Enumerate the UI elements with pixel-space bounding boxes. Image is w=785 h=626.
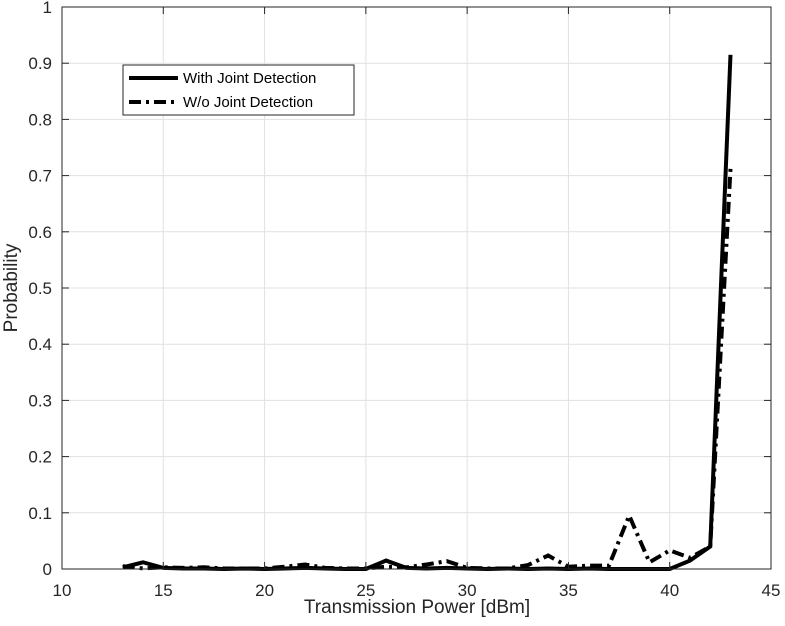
y-tick-label: 0.1 <box>28 504 52 523</box>
y-tick-label: 0.7 <box>28 167 52 186</box>
y-tick-label: 0.2 <box>28 448 52 467</box>
y-tick-label: 0.5 <box>28 279 52 298</box>
x-tick-label: 40 <box>660 581 679 600</box>
y-tick-labels: 0 0.1 0.2 0.3 0.4 0.5 0.6 0.7 0.8 0.9 1 <box>28 0 52 579</box>
series-without-joint-detection-line <box>122 168 733 571</box>
axis-ticks <box>61 6 772 570</box>
y-tick-label: 0 <box>43 560 52 579</box>
x-tick-labels: 10 15 20 25 30 35 40 45 <box>53 581 781 600</box>
x-tick-label: 20 <box>255 581 274 600</box>
x-axis-label: Transmission Power [dBm] <box>304 597 530 618</box>
x-tick-label: 10 <box>53 581 72 600</box>
x-tick-label: 25 <box>356 581 375 600</box>
x-tick-label: 45 <box>762 581 781 600</box>
y-tick-label: 0.4 <box>28 335 52 354</box>
x-tick-label: 35 <box>559 581 578 600</box>
legend-box <box>122 64 355 116</box>
y-tick-label: 0.9 <box>28 54 52 73</box>
x-tick-label: 30 <box>458 581 477 600</box>
legend-label-with-joint-detection: With Joint Detection <box>183 70 316 87</box>
legend-label-without-joint-detection: W/o Joint Detection <box>183 94 313 111</box>
y-tick-label: 0.8 <box>28 110 52 129</box>
legend: With Joint Detection W/o Joint Detection <box>122 64 355 116</box>
y-tick-label: 1 <box>43 0 52 17</box>
y-tick-label: 0.3 <box>28 391 52 410</box>
y-axis-label: Probability <box>1 243 22 332</box>
y-tick-label: 0.6 <box>28 223 52 242</box>
x-tick-label: 15 <box>154 581 173 600</box>
